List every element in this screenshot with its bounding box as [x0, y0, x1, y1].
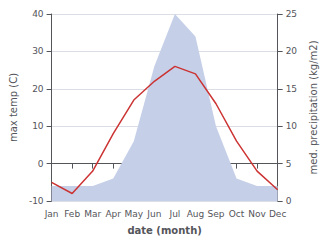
svg-text:Apr: Apr	[105, 209, 121, 219]
svg-text:Feb: Feb	[64, 209, 80, 219]
svg-text:10: 10	[32, 121, 44, 131]
svg-text:Mar: Mar	[84, 209, 101, 219]
svg-text:max temp (C): max temp (C)	[8, 73, 19, 142]
svg-text:Sep: Sep	[208, 209, 225, 219]
svg-text:Nov: Nov	[248, 209, 266, 219]
svg-text:Jun: Jun	[146, 209, 161, 219]
svg-text:Jan: Jan	[44, 209, 59, 219]
svg-text:Aug: Aug	[187, 209, 205, 219]
svg-text:5: 5	[286, 159, 292, 169]
svg-text:May: May	[124, 209, 143, 219]
svg-text:date (month): date (month)	[127, 225, 201, 236]
svg-text:0: 0	[286, 196, 292, 206]
svg-text:40: 40	[32, 9, 44, 19]
svg-text:20: 20	[32, 84, 44, 94]
svg-text:20: 20	[286, 46, 298, 56]
svg-text:med. precipitation (kg/m2): med. precipitation (kg/m2)	[308, 40, 319, 174]
svg-text:15: 15	[286, 84, 297, 94]
svg-text:10: 10	[286, 121, 298, 131]
svg-text:Oct: Oct	[229, 209, 245, 219]
svg-text:Dec: Dec	[269, 209, 286, 219]
svg-text:-10: -10	[29, 196, 44, 206]
svg-text:Jul: Jul	[168, 209, 180, 219]
svg-text:25: 25	[286, 9, 297, 19]
svg-text:0: 0	[38, 159, 44, 169]
svg-text:30: 30	[32, 46, 44, 56]
